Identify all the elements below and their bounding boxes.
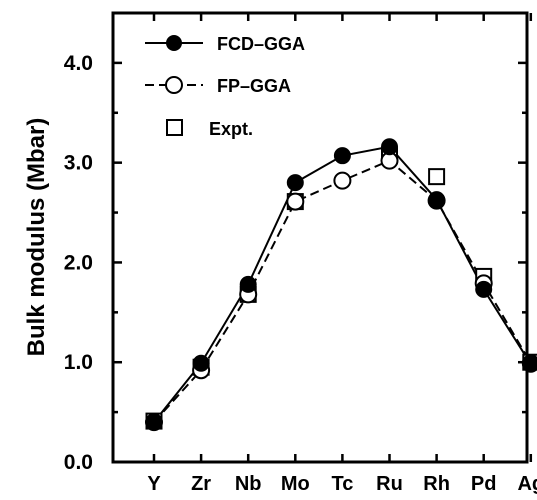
fcd-gga-point <box>286 174 304 192</box>
fp-gga-point <box>333 171 352 190</box>
y-tick-label: 3.0 <box>64 152 93 175</box>
legend-fp-label: FP–GGA <box>217 76 291 96</box>
y-tick-label: 0.0 <box>64 451 93 474</box>
x-tick-label: Zr <box>191 473 211 495</box>
x-tick-label: Tc <box>331 473 353 495</box>
fcd-gga-point <box>475 280 493 298</box>
legend-fp-marker <box>165 76 183 94</box>
x-tick-label: Pd <box>471 473 497 495</box>
expt-point <box>428 168 446 186</box>
plot-frame <box>111 11 529 464</box>
x-tick-label: Mo <box>281 473 310 495</box>
legend-expt-label: Expt. <box>209 119 253 139</box>
legend-expt-marker <box>166 119 183 136</box>
y-tick-label: 1.0 <box>64 351 93 374</box>
fp-gga-line <box>153 159 532 423</box>
fp-gga-point <box>286 192 305 211</box>
legend-fcd-marker <box>166 35 182 51</box>
x-tick-label: Ru <box>376 473 403 495</box>
series-layer <box>145 138 537 432</box>
legend: FCD–GGA FP–GGA Expt. <box>145 34 305 139</box>
x-tick-label: Nb <box>235 473 262 495</box>
fcd-gga-point <box>428 191 446 209</box>
x-tick-label: Ag <box>517 473 537 495</box>
axis-ticks: 0.0 1.0 2.0 3.0 4.0 Y Zr Nb Mo Tc Ru Rh Pd Ag <box>64 13 537 495</box>
y-axis-title: Bulk modulus (Mbar) <box>23 118 50 357</box>
y-tick-label: 4.0 <box>64 52 93 75</box>
fcd-gga-point <box>522 355 537 373</box>
x-tick-label: Rh <box>423 473 450 495</box>
legend-fcd-label: FCD–GGA <box>217 34 305 54</box>
fcd-gga-point <box>192 354 210 372</box>
fcd-gga-point <box>333 147 351 165</box>
fcd-gga-point <box>381 138 398 156</box>
fcd-gga-point <box>239 275 257 293</box>
y-tick-label: 2.0 <box>64 251 93 274</box>
fcd-gga-point <box>145 413 163 431</box>
x-tick-label: Y <box>147 473 161 495</box>
